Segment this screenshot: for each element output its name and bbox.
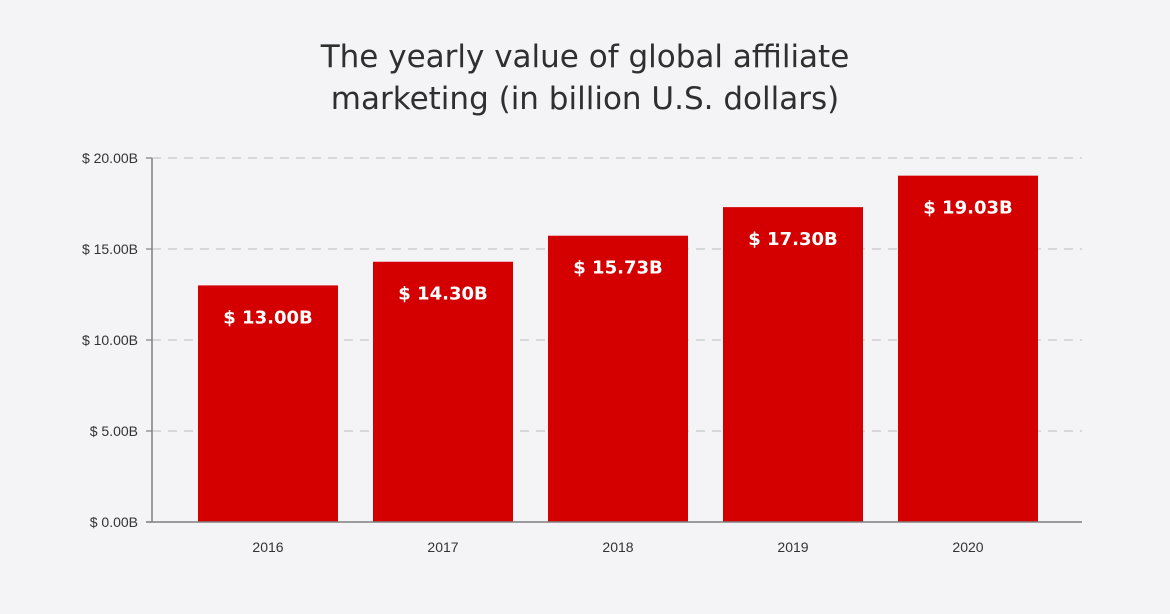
y-tick-label: $ 0.00B	[90, 514, 138, 530]
x-tick-label: 2018	[602, 539, 633, 555]
y-tick-label: $ 20.00B	[82, 150, 138, 166]
bar-2017	[373, 261, 513, 522]
chart-title-line-1: The yearly value of global affiliate	[320, 39, 850, 75]
bar-2019	[723, 207, 863, 522]
bar-2018	[548, 235, 688, 523]
bar-2016	[198, 285, 338, 522]
bar-value-label: $ 14.30B	[398, 284, 487, 305]
bars	[198, 175, 1038, 523]
bar-value-label: $ 15.73B	[573, 258, 662, 279]
chart-title: The yearly value of global affiliate mar…	[0, 36, 1170, 120]
bar-value-label: $ 17.30B	[748, 229, 837, 250]
x-tick-label: 2020	[952, 539, 983, 555]
labels: $ 0.00B $ 5.00B $ 10.00B $ 15.00B $ 20.00B $ …	[82, 150, 1013, 555]
chart-title-line-2: marketing (in billion U.S. dollars)	[330, 81, 840, 117]
bar-value-label: $ 19.03B	[923, 198, 1012, 219]
bar-2020	[898, 175, 1038, 523]
axes	[146, 157, 1082, 523]
y-tick-label: $ 10.00B	[82, 332, 138, 348]
x-tick-label: 2017	[427, 539, 458, 555]
y-tick-label: $ 15.00B	[82, 241, 138, 257]
x-tick-label: 2016	[252, 539, 283, 555]
y-tick-label: $ 5.00B	[90, 423, 138, 439]
bar-value-label: $ 13.00B	[223, 307, 312, 328]
x-tick-label: 2019	[777, 539, 808, 555]
